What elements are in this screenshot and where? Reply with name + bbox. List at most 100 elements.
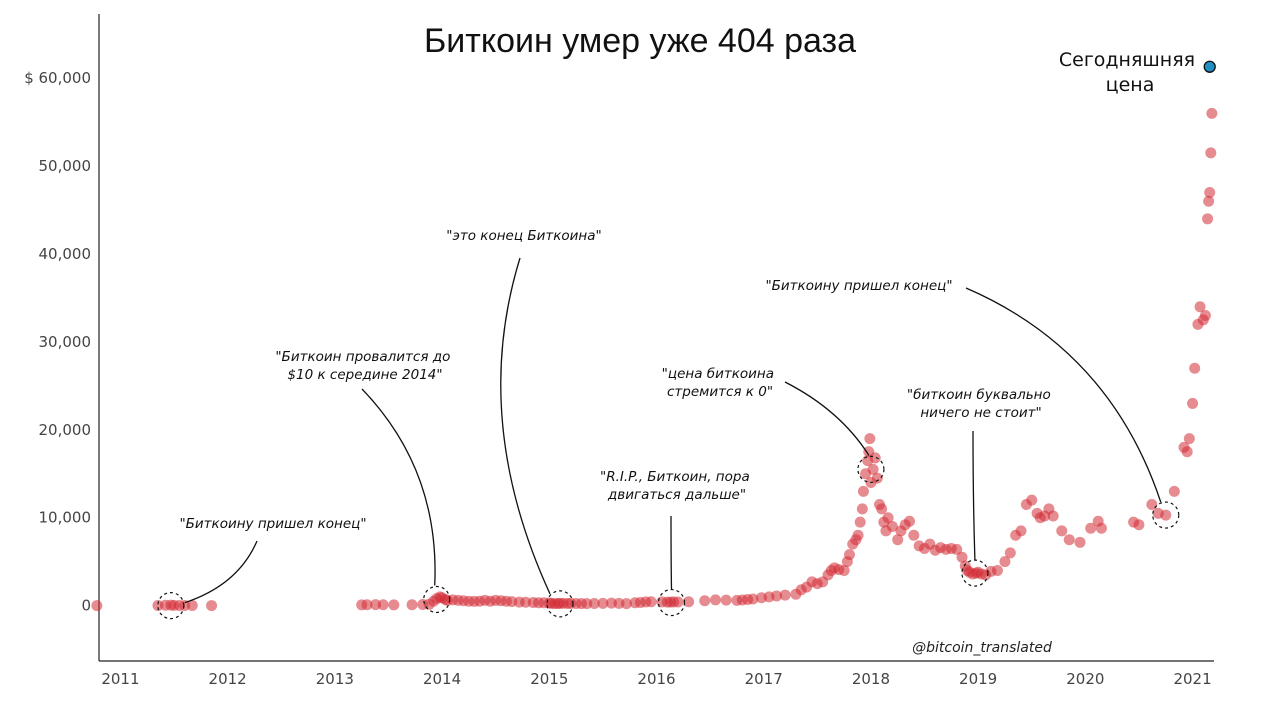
x-tick-label: 2012 [209, 670, 247, 688]
annotation-7-line-1: "Биткоину пришел конец" [765, 278, 952, 294]
y-tick-labels: 0 10,000 20,000 30,000 40,000 50,000 $ 60,000 [24, 69, 91, 614]
price-point [1203, 195, 1215, 207]
price-point [886, 521, 898, 533]
price-point [779, 589, 791, 601]
annotation-3: "это конец Биткоина" [446, 228, 601, 244]
x-tick-label: 2016 [637, 670, 675, 688]
annotation-1: "Биткоину пришел конец" [179, 516, 366, 532]
price-point [876, 503, 888, 515]
annotation-1-line-1: "Биткоину пришел конец" [179, 516, 366, 532]
annotation-leader-line [361, 388, 436, 586]
price-point [856, 503, 868, 515]
price-point [1063, 534, 1075, 546]
today-label: Сегодняшняя цена [1059, 49, 1201, 96]
price-point [867, 463, 879, 475]
y-tick-label: 20,000 [39, 421, 92, 439]
y-axis: 0 10,000 20,000 30,000 40,000 50,000 $ 60,000 [24, 14, 100, 661]
highlight-circle [157, 592, 185, 620]
annotation-6: "биткоин буквально ничего не стоит" [907, 387, 1055, 421]
x-tick-label: 2018 [852, 670, 890, 688]
price-point [1183, 433, 1195, 445]
annotation-leader-line [965, 287, 1162, 503]
price-point [361, 599, 373, 611]
price-point [1095, 522, 1107, 534]
price-point [1133, 519, 1145, 531]
price-point [857, 485, 869, 497]
price-point [206, 600, 218, 612]
price-point [904, 515, 916, 527]
highlight-circle [1152, 501, 1180, 529]
price-point [1146, 499, 1158, 511]
annotation-4-line-2: двигаться дальше" [607, 487, 746, 503]
price-point [588, 598, 600, 610]
today-price-dot [1203, 60, 1216, 73]
price-point [597, 597, 609, 609]
annotation-6-line-1: "биткоин буквально [907, 387, 1051, 403]
price-point [956, 551, 968, 563]
x-tick-label: 2014 [423, 670, 461, 688]
price-point [747, 593, 759, 605]
price-point [1026, 494, 1038, 506]
price-point [620, 598, 632, 610]
price-point [699, 595, 711, 607]
price-point [645, 596, 657, 608]
price-point [1004, 547, 1016, 559]
price-point [864, 433, 876, 445]
annotation-leader-line [500, 257, 551, 595]
price-point [1199, 310, 1211, 322]
annotations: "Биткоину пришел конец" "Биткоин провали… [179, 228, 1055, 532]
annotation-leader-line [972, 430, 976, 561]
price-point [720, 594, 732, 606]
price-point [1168, 485, 1180, 497]
x-tick-label: 2020 [1066, 670, 1104, 688]
credit-text: @bitcoin_translated [912, 640, 1052, 656]
x-tick-label: 2021 [1173, 670, 1211, 688]
annotation-2: "Биткоин провалится до $10 к середине 20… [275, 349, 454, 383]
price-point [871, 472, 883, 484]
price-point [843, 549, 855, 561]
annotation-5: "цена биткоина стремится к 0" [662, 366, 779, 400]
price-point [869, 452, 881, 464]
price-point [1206, 107, 1218, 119]
x-tick-label: 2013 [316, 670, 354, 688]
price-point [1189, 362, 1201, 374]
x-axis: 2011 2012 2013 2014 2015 2016 2017 2018 2019 2020… [99, 660, 1214, 688]
price-point [91, 600, 103, 612]
annotation-leader-line [784, 381, 870, 456]
annotation-4: "R.I.P., Биткоин, пора двигаться дальше" [600, 469, 754, 503]
highlight-circles [157, 455, 1180, 620]
highlight-circle [857, 455, 885, 483]
price-point [186, 600, 198, 612]
annotation-6-line-2: ничего не стоит" [920, 405, 1041, 421]
price-point [672, 596, 684, 608]
price-point [1181, 446, 1193, 458]
y-tick-label: 50,000 [39, 157, 92, 175]
price-point [1047, 510, 1059, 522]
x-tick-labels: 2011 2012 2013 2014 2015 2016 2017 2018 2019 2020… [101, 670, 1211, 688]
price-point [1205, 147, 1217, 159]
y-tick-label: $ 60,000 [24, 69, 91, 87]
price-point [991, 564, 1003, 576]
annotation-leader-line [184, 540, 258, 604]
price-point [1074, 536, 1086, 548]
y-tick-label: 0 [81, 597, 91, 615]
annotation-5-line-1: "цена биткоина [662, 366, 774, 382]
y-tick-label: 40,000 [39, 245, 92, 263]
annotation-2-line-2: $10 к середине 2014" [287, 367, 442, 383]
highlight-circle [423, 585, 451, 614]
annotation-7: "Биткоину пришел конец" [765, 278, 952, 294]
x-tick-label: 2017 [745, 670, 783, 688]
today-label-line-1: Сегодняшняя [1059, 49, 1195, 71]
price-point [683, 596, 695, 608]
today-label-line-2: цена [1106, 74, 1155, 96]
price-point [854, 516, 866, 528]
price-point [892, 534, 904, 546]
price-point [951, 543, 963, 555]
price-point [1202, 213, 1214, 225]
price-point [1056, 525, 1068, 537]
annotation-4-line-1: "R.I.P., Биткоин, пора [600, 469, 750, 485]
price-point [908, 529, 920, 541]
price-point [999, 556, 1011, 568]
price-point [377, 599, 389, 611]
